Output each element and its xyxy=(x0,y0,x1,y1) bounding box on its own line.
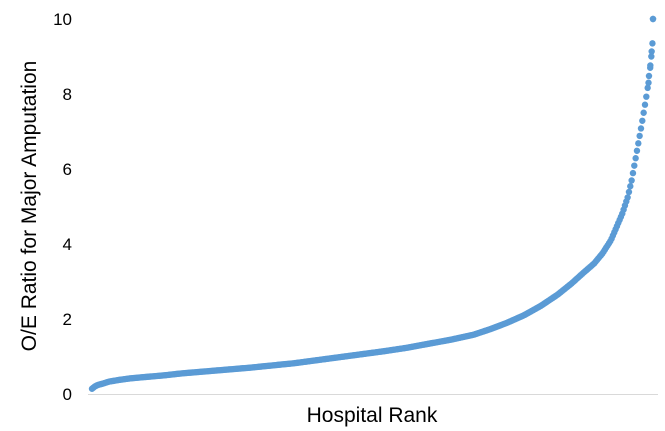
data-point xyxy=(637,125,645,132)
data-point xyxy=(648,48,655,55)
data-point xyxy=(649,15,657,23)
data-point xyxy=(629,169,637,177)
y-tick-label: 8 xyxy=(63,85,72,104)
y-axis-title: O/E Ratio for Major Amputation xyxy=(18,61,41,352)
x-axis-title: Hospital Rank xyxy=(307,404,438,427)
data-point xyxy=(641,101,649,108)
data-point xyxy=(645,79,652,86)
y-tick-label: 10 xyxy=(53,10,72,29)
data-point xyxy=(636,132,643,140)
data-point xyxy=(633,147,641,154)
data-point xyxy=(631,162,638,169)
y-tick-label: 6 xyxy=(63,160,72,179)
data-point xyxy=(649,40,656,47)
y-tick-label: 0 xyxy=(63,385,72,404)
data-point xyxy=(624,194,631,201)
data-point xyxy=(625,188,633,196)
data-point xyxy=(644,84,651,92)
y-tick-label: 4 xyxy=(63,235,72,254)
data-point xyxy=(647,64,654,71)
data-point xyxy=(643,93,650,100)
data-point xyxy=(627,183,634,190)
y-axis-ticks: 0 2 4 6 8 10 xyxy=(53,10,72,404)
data-point xyxy=(640,109,647,116)
data-point xyxy=(645,72,653,80)
data-point xyxy=(635,140,642,147)
data-point xyxy=(632,155,639,162)
data-point xyxy=(639,117,646,124)
data-points xyxy=(88,15,657,392)
data-point xyxy=(628,177,635,184)
data-point xyxy=(648,53,655,60)
y-tick-label: 2 xyxy=(63,310,72,329)
